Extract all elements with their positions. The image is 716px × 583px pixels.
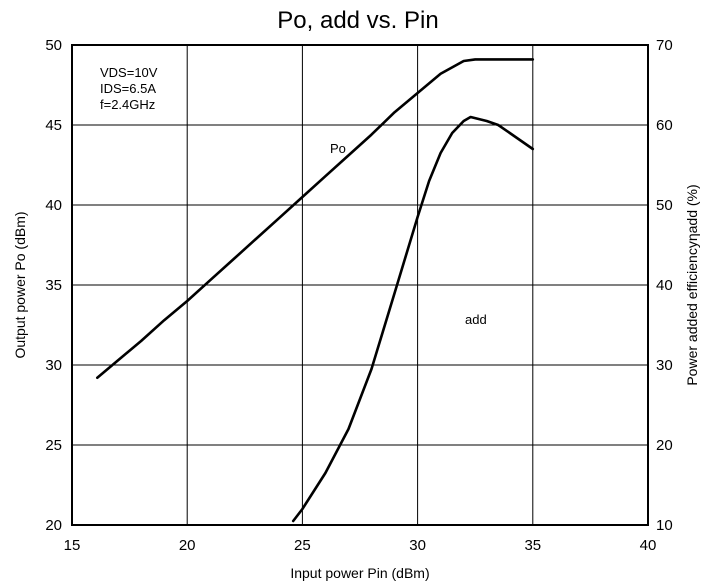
x-axis-label: Input power Pin (dBm) bbox=[290, 565, 429, 581]
y-left-tick-label: 30 bbox=[45, 357, 62, 374]
x-tick-label: 30 bbox=[409, 537, 426, 554]
condition-vds: VDS=10V bbox=[100, 65, 158, 80]
condition-ids: IDS=6.5A bbox=[100, 81, 156, 96]
annotations: VDS=10V IDS=6.5A f=2.4GHz Po add bbox=[100, 65, 487, 327]
y-right-tick-label: 50 bbox=[656, 197, 673, 214]
condition-freq: f=2.4GHz bbox=[100, 97, 155, 112]
y-left-tick-label: 25 bbox=[45, 437, 62, 454]
y-left-tick-label: 35 bbox=[45, 277, 62, 294]
y-left-tick-label: 40 bbox=[45, 197, 62, 214]
series-label-add: add bbox=[465, 312, 487, 327]
y-axis-label-left: Output power Po (dBm) bbox=[12, 211, 28, 358]
series-line-add bbox=[291, 115, 535, 523]
y-right-tick-label: 20 bbox=[656, 437, 673, 454]
y-left-tick-label: 20 bbox=[45, 517, 62, 534]
y-left-tick-label: 45 bbox=[45, 117, 62, 134]
plot-frame bbox=[71, 44, 649, 526]
x-tick-label: 20 bbox=[179, 537, 196, 554]
y-right-tick-label: 60 bbox=[656, 117, 673, 134]
series-label-po: Po bbox=[330, 141, 346, 156]
y-right-tick-label: 30 bbox=[656, 357, 673, 374]
x-tick-label: 40 bbox=[640, 537, 657, 554]
x-tick-label: 15 bbox=[64, 537, 81, 554]
y-right-tick-label: 40 bbox=[656, 277, 673, 294]
chart-title: Po, add vs. Pin bbox=[277, 7, 438, 34]
series-line-po bbox=[96, 58, 535, 380]
grid-lines bbox=[72, 45, 648, 525]
y-left-tick-label: 50 bbox=[45, 37, 62, 54]
y-axis-label-right: Power added efficiencyηadd (%) bbox=[684, 184, 700, 385]
y-right-tick-label: 70 bbox=[656, 37, 673, 54]
x-tick-label: 35 bbox=[524, 537, 541, 554]
series-layer bbox=[96, 58, 535, 523]
x-tick-label: 25 bbox=[294, 537, 311, 554]
y-right-tick-label: 10 bbox=[656, 517, 673, 534]
